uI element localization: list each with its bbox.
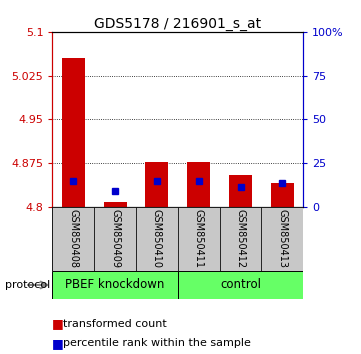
- Bar: [261, 207, 303, 271]
- Bar: [62, 58, 85, 207]
- Bar: [136, 207, 178, 271]
- Text: ■: ■: [52, 318, 64, 330]
- Bar: [219, 207, 261, 271]
- Text: PBEF knockdown: PBEF knockdown: [65, 279, 165, 291]
- Bar: [178, 271, 303, 299]
- Bar: [104, 202, 127, 207]
- Text: GSM850412: GSM850412: [235, 209, 245, 269]
- Text: GSM850410: GSM850410: [152, 210, 162, 268]
- Text: GSM850413: GSM850413: [277, 210, 287, 268]
- Text: transformed count: transformed count: [63, 319, 167, 329]
- Text: GSM850409: GSM850409: [110, 210, 120, 268]
- Text: GSM850411: GSM850411: [194, 210, 204, 268]
- Bar: [271, 183, 294, 207]
- Bar: [145, 161, 168, 207]
- Text: control: control: [220, 279, 261, 291]
- Text: GSM850408: GSM850408: [68, 210, 78, 268]
- Bar: [187, 161, 210, 207]
- Title: GDS5178 / 216901_s_at: GDS5178 / 216901_s_at: [94, 17, 261, 31]
- Text: protocol: protocol: [5, 280, 51, 290]
- Bar: [229, 175, 252, 207]
- Bar: [52, 271, 178, 299]
- Text: ■: ■: [52, 337, 64, 350]
- Bar: [94, 207, 136, 271]
- Text: percentile rank within the sample: percentile rank within the sample: [63, 338, 251, 348]
- Bar: [178, 207, 219, 271]
- Bar: [52, 207, 94, 271]
